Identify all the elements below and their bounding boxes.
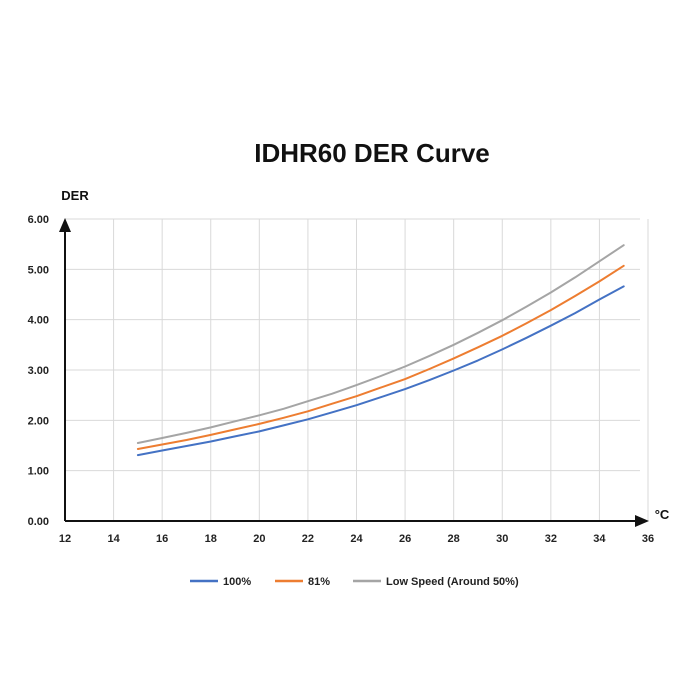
grid [65, 218, 649, 521]
y-tick-label: 4.00 [28, 315, 49, 327]
legend: 100% 81% Low Speed (Around 50%) [190, 576, 519, 588]
x-tick-label: 12 [59, 533, 71, 545]
x-tick-label: 20 [253, 533, 265, 545]
legend-label: 100% [223, 576, 251, 588]
x-tick-label: 22 [302, 533, 314, 545]
y-tick-label: 5.00 [28, 264, 49, 276]
y-axis-arrow-icon [59, 218, 71, 232]
axes [59, 218, 649, 527]
legend-label: 81% [308, 576, 330, 588]
tick-labels: 12 14 16 18 20 22 24 26 28 30 32 34 36 0.00 1.00 2.00 3.… [28, 214, 655, 545]
x-tick-label: 16 [156, 533, 168, 545]
y-tick-label: 1.00 [28, 466, 49, 478]
series-line-0 [136, 285, 625, 457]
y-tick-label: 6.00 [28, 214, 49, 226]
x-tick-label: 14 [107, 533, 120, 545]
x-tick-label: 36 [642, 533, 654, 545]
series-lines [136, 244, 625, 457]
series-line-1 [136, 264, 625, 450]
y-tick-label: 0.00 [28, 516, 49, 528]
x-axis-title: °C [655, 507, 670, 522]
x-tick-label: 34 [593, 533, 606, 545]
y-tick-label: 3.00 [28, 365, 49, 377]
x-tick-label: 26 [399, 533, 411, 545]
x-tick-label: 28 [448, 533, 460, 545]
x-tick-label: 32 [545, 533, 557, 545]
x-tick-label: 24 [350, 533, 363, 545]
x-tick-label: 18 [205, 533, 217, 545]
chart-title: IDHR60 DER Curve [254, 138, 490, 168]
legend-label: Low Speed (Around 50%) [386, 576, 519, 588]
y-axis-title: DER [61, 188, 89, 203]
series-line-2 [136, 244, 625, 444]
y-tick-label: 2.00 [28, 415, 49, 427]
x-axis-arrow-icon [635, 515, 649, 527]
x-tick-label: 30 [496, 533, 508, 545]
